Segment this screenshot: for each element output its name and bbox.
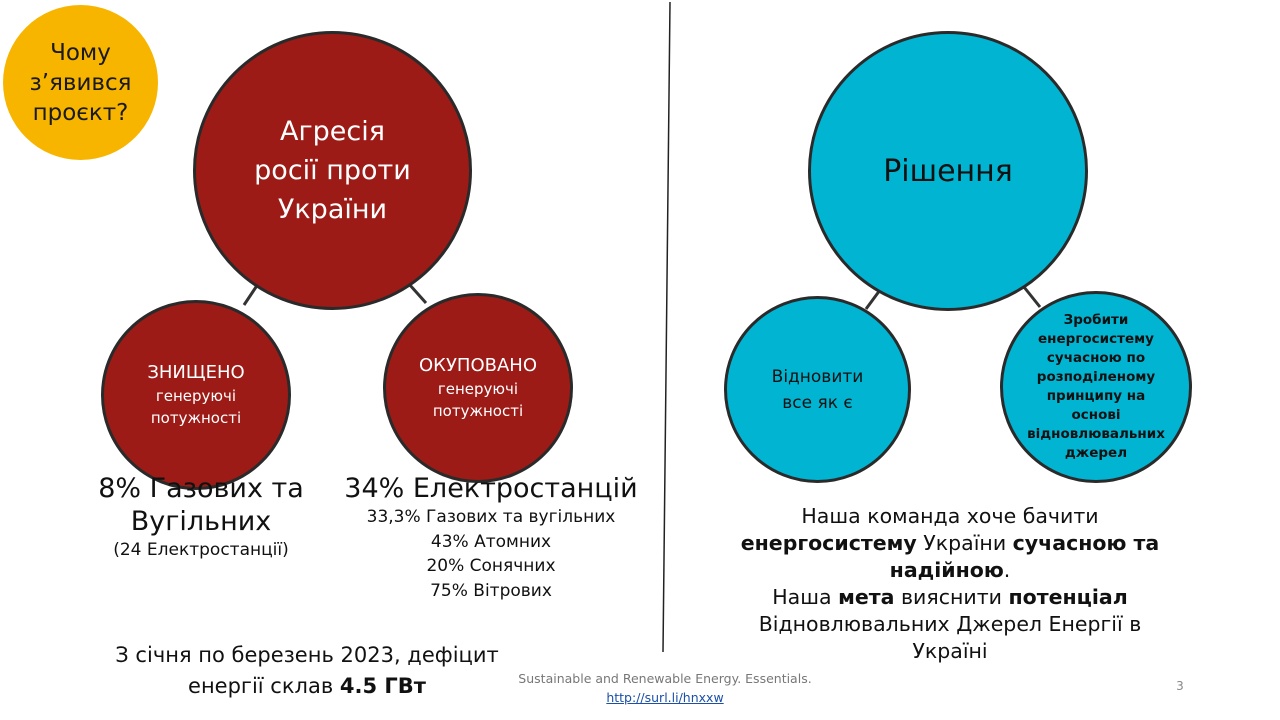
team-text: Наша [772,585,839,609]
team-text: вияснити [894,585,1009,609]
modernize-circle: Зробити енергосистему сучасною по розпод… [1000,291,1192,483]
occupied-stat-big: 34% Електростанцій [344,473,638,504]
aggression-title-line: України [277,194,388,225]
deficit-text: З січня по березень 2023, дефіцит енергі… [72,640,542,702]
aggression-title-line: Агресія [280,116,385,147]
occupied-heading: ОКУПОВАНО [419,355,537,376]
team-bold: енергосистему [740,531,917,555]
modernize-line: енергосистему [1038,331,1154,347]
deficit-line: З січня по березень 2023, дефіцит [115,643,499,667]
team-line: Наша команда хоче бачити [801,504,1099,528]
team-bold: сучасною та [1012,531,1160,555]
occupied-stat-detail: 75% Вітрових [430,580,552,601]
deficit-line-2: енергії склав 4.5 ГВт [72,671,542,702]
restore-line: Відновити [771,366,864,387]
occupied-stat-detail: 33,3% Газових та вугільних [366,507,616,527]
occupied-stat-detail: 43% Атомних [430,531,552,552]
source-link[interactable]: http://surl.li/hnxxw [606,690,724,705]
destroyed-stats: 8% Газових та Вугільних (24 Електростанц… [70,472,332,563]
destroyed-heading: ЗНИЩЕНО [147,362,245,383]
occupied-stats: 34% Електростанцій 33,3% Газових та вугі… [330,472,652,603]
destroyed-sub: генеруючі [155,387,237,405]
destroyed-circle: ЗНИЩЕНО генеруючі потужності [101,300,291,490]
occupied-stat-detail: 20% Сонячних [426,556,556,576]
aggression-circle: Агресія росії проти України [193,31,472,310]
source-text: Sustainable and Renewable Energy. Essent… [518,671,812,686]
team-line: Відновлювальних Джерел Енергії в [758,612,1142,636]
occupied-sub: генеруючі [437,380,519,398]
team-line-2: енергосистему України сучасною та [730,530,1170,557]
connector-red-right [407,282,428,305]
destroyed-stat-line: 8% Газових та [98,473,304,504]
page-number: 3 [1176,679,1184,693]
modernize-line: розподіленому [1036,369,1156,385]
team-bold: мета [838,585,895,609]
deficit-prefix: енергії склав [188,674,340,698]
source-footer: Sustainable and Renewable Energy. Essent… [470,669,860,707]
occupied-circle: ОКУПОВАНО генеруючі потужності [383,293,573,483]
team-line: Україні [912,639,988,663]
connector-blue-right [1022,286,1042,308]
team-text: . [1003,558,1011,582]
modernize-line: джерел [1064,445,1128,461]
aggression-title-line: росії проти [254,155,411,186]
team-line-3: надійною. [730,557,1170,584]
modernize-line: Зробити [1063,312,1129,328]
destroyed-stat-note: (24 Електростанції) [113,540,289,560]
connector-blue-left [864,289,882,310]
solution-title: Рішення [883,153,1013,189]
restore-line: все як є [782,392,853,413]
team-goal-text: Наша команда хоче бачити енергосистему У… [730,503,1170,665]
why-project-badge: Чому з’явився проєкт? [3,5,158,160]
team-bold: надійною [889,558,1004,582]
badge-line: проєкт? [32,99,129,126]
modernize-line: принципу на [1046,388,1146,404]
team-line-4: Наша мета вияснити потенціал [730,584,1170,611]
deficit-value: 4.5 ГВт [339,674,426,698]
destroyed-sub: потужності [150,409,242,427]
team-text: України [916,531,1013,555]
badge-line: Чому [50,39,111,66]
restore-circle: Відновити все як є [724,296,911,483]
modernize-line: основі [1071,407,1121,423]
divider-line [662,1,671,653]
modernize-line: сучасною по [1046,350,1146,366]
team-bold: потенціал [1008,585,1128,609]
modernize-line: відновлювальних [1027,426,1165,442]
occupied-sub: потужності [432,402,524,420]
badge-line: з’явився [29,69,132,96]
solution-circle: Рішення [808,31,1088,311]
destroyed-stat-line: Вугільних [130,506,272,537]
